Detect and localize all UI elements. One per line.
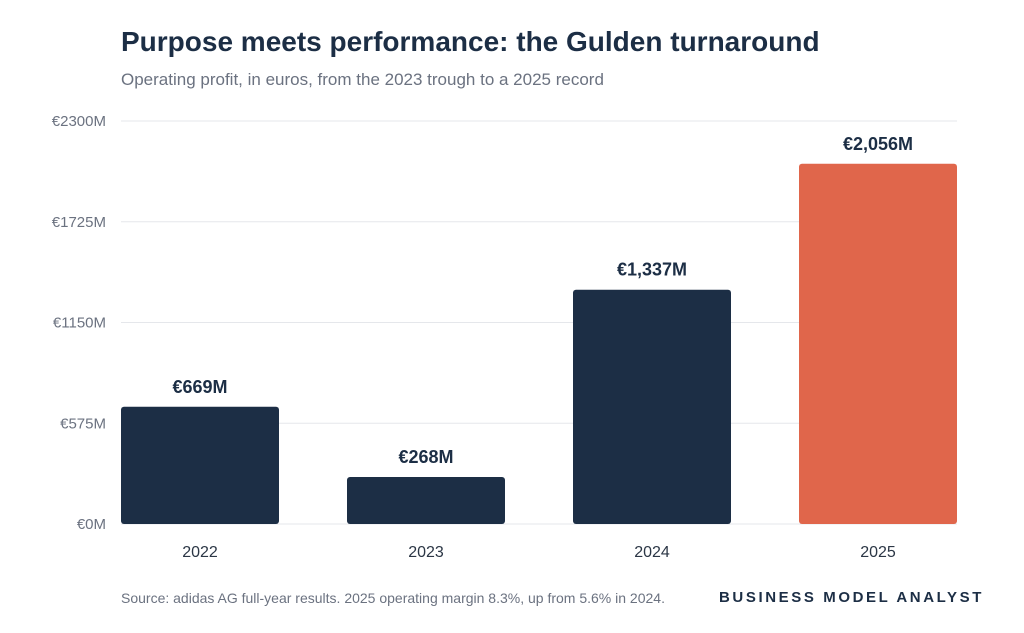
y-tick-label: €0M [77,516,106,533]
y-tick-label: €2300M [52,113,106,130]
y-tick-label: €1725M [52,214,106,231]
bar-2025 [799,163,957,524]
brand-logo-text: BUSINESS MODEL ANALYST [718,589,984,606]
bar-2023 [347,477,505,524]
x-tick-label: 2023 [408,544,444,561]
y-tick-label: €575M [60,415,106,432]
data-label: €2,056M [843,134,913,154]
data-label: €1,337M [617,260,687,280]
bar-2022 [121,406,279,524]
x-tick-label: 2022 [182,544,218,561]
x-tick-label: 2025 [860,544,896,561]
data-label: €669M [172,377,227,397]
source-note: Source: adidas AG full-year results. 202… [121,590,665,606]
label-layer: €0M €575M €1150M €1725M €2300M €669M 2022 €268M… [52,113,913,561]
chart-subtitle: Operating profit, in euros, from the 202… [121,70,604,89]
chart-title: Purpose meets performance: the Gulden tu… [121,26,820,57]
bar-2024 [573,289,731,524]
x-tick-label: 2024 [634,544,670,561]
y-tick-label: €1150M [53,315,106,332]
bar-layer [121,163,957,524]
data-label: €268M [398,447,453,467]
